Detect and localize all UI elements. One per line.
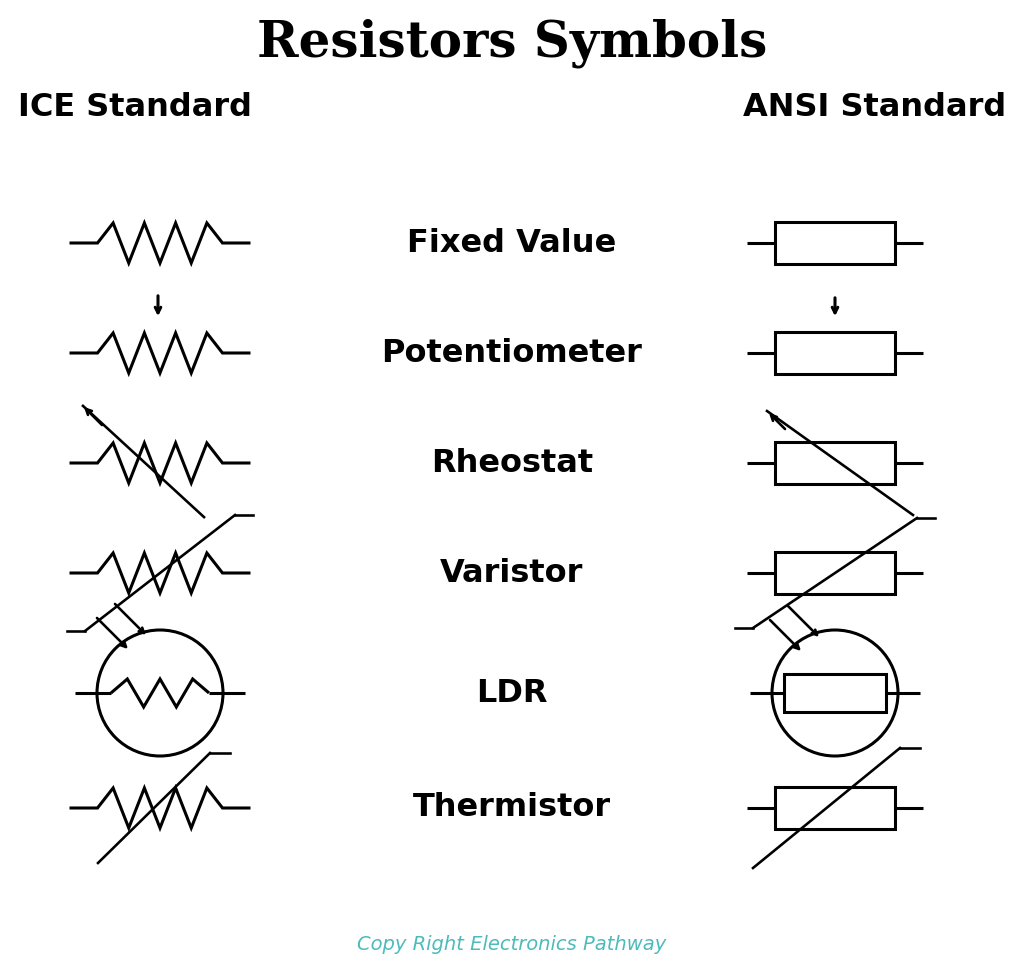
- Text: ANSI Standard: ANSI Standard: [742, 92, 1006, 124]
- Text: Rheostat: Rheostat: [431, 448, 593, 479]
- Text: LDR: LDR: [476, 677, 548, 708]
- Bar: [775, 442, 895, 484]
- Text: Resistors Symbols: Resistors Symbols: [257, 18, 767, 68]
- Bar: [784, 674, 886, 712]
- Bar: [775, 332, 895, 374]
- Text: Thermistor: Thermistor: [413, 792, 611, 823]
- Bar: [775, 222, 895, 264]
- Text: Fixed Value: Fixed Value: [408, 228, 616, 259]
- Bar: [775, 787, 895, 829]
- Text: Varistor: Varistor: [440, 558, 584, 589]
- Text: Potentiometer: Potentiometer: [382, 338, 642, 369]
- Text: Copy Right Electronics Pathway: Copy Right Electronics Pathway: [357, 935, 667, 955]
- Bar: [775, 552, 895, 594]
- Text: ICE Standard: ICE Standard: [18, 92, 252, 124]
